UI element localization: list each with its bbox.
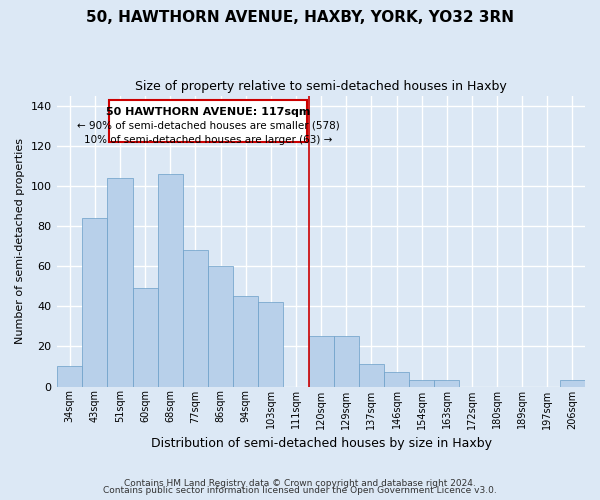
FancyBboxPatch shape bbox=[109, 100, 307, 141]
Text: Contains public sector information licensed under the Open Government Licence v3: Contains public sector information licen… bbox=[103, 486, 497, 495]
Bar bbox=[258, 302, 283, 386]
Text: Contains HM Land Registry data © Crown copyright and database right 2024.: Contains HM Land Registry data © Crown c… bbox=[124, 478, 476, 488]
Y-axis label: Number of semi-detached properties: Number of semi-detached properties bbox=[15, 138, 25, 344]
Bar bbox=[233, 296, 258, 386]
Text: 50 HAWTHORN AVENUE: 117sqm: 50 HAWTHORN AVENUE: 117sqm bbox=[106, 106, 310, 117]
Title: Size of property relative to semi-detached houses in Haxby: Size of property relative to semi-detach… bbox=[135, 80, 507, 93]
Bar bbox=[133, 288, 158, 386]
Bar bbox=[434, 380, 460, 386]
Bar bbox=[57, 366, 82, 386]
Bar bbox=[359, 364, 384, 386]
Text: ← 90% of semi-detached houses are smaller (578): ← 90% of semi-detached houses are smalle… bbox=[77, 120, 340, 130]
Bar bbox=[334, 336, 359, 386]
Bar bbox=[409, 380, 434, 386]
Text: 10% of semi-detached houses are larger (63) →: 10% of semi-detached houses are larger (… bbox=[84, 134, 332, 144]
Bar bbox=[560, 380, 585, 386]
Bar bbox=[208, 266, 233, 386]
Bar bbox=[183, 250, 208, 386]
Bar bbox=[82, 218, 107, 386]
X-axis label: Distribution of semi-detached houses by size in Haxby: Distribution of semi-detached houses by … bbox=[151, 437, 491, 450]
Text: 50, HAWTHORN AVENUE, HAXBY, YORK, YO32 3RN: 50, HAWTHORN AVENUE, HAXBY, YORK, YO32 3… bbox=[86, 10, 514, 25]
Bar bbox=[308, 336, 334, 386]
Bar bbox=[158, 174, 183, 386]
Bar bbox=[384, 372, 409, 386]
Bar bbox=[107, 178, 133, 386]
